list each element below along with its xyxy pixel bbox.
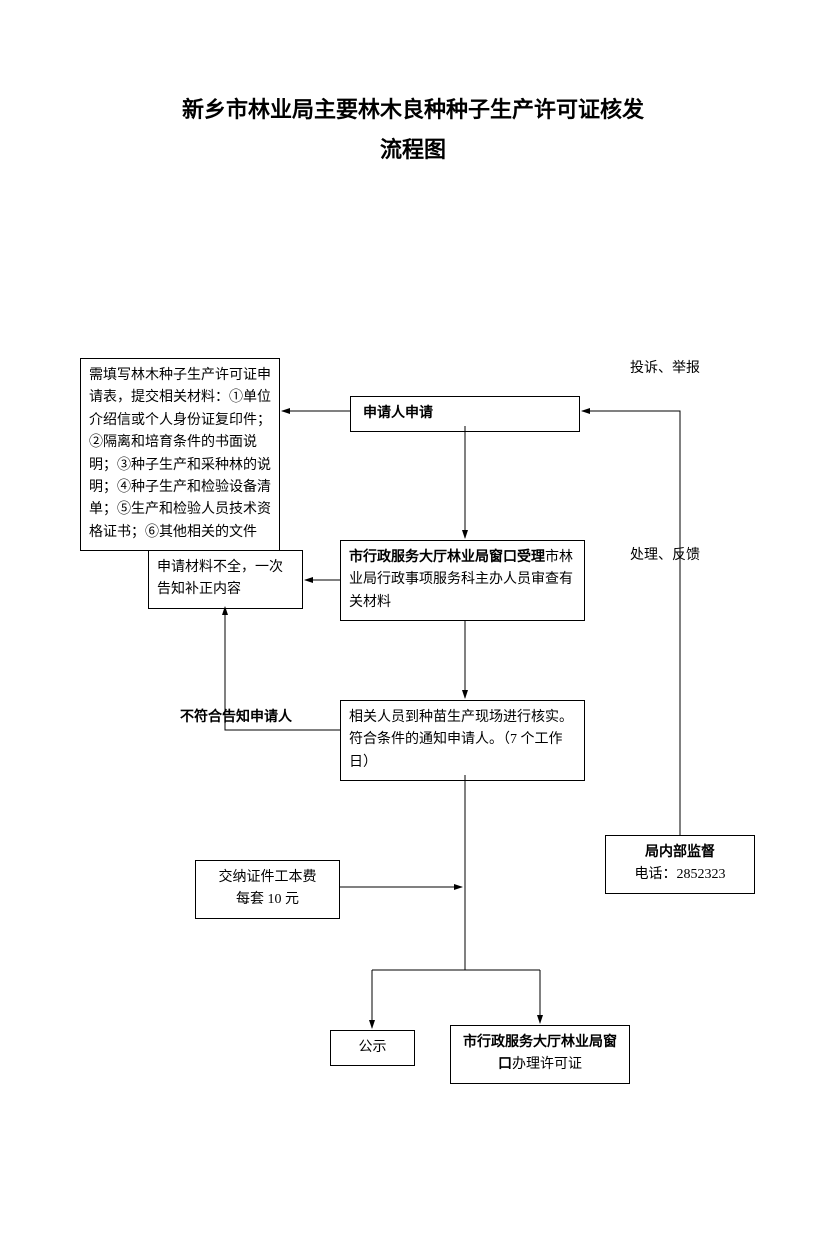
accept-bold: 市行政服务大厅林业局窗口受理	[349, 550, 545, 565]
box-apply: 申请人申请	[350, 396, 580, 432]
box-publish: 公示	[330, 1030, 415, 1066]
issue-rest: 办理许可证	[512, 1057, 582, 1072]
box-materials: 需填写林木种子生产许可证申请表，提交相关材料：①单位介绍信或个人身份证复印件；②…	[80, 358, 280, 551]
box-fee: 交纳证件工本费 每套 10 元	[195, 860, 340, 919]
label-notify: 不符合告知申请人	[180, 707, 292, 728]
fee-line1: 交纳证件工本费	[204, 867, 331, 889]
label-complaint: 投诉、举报	[630, 358, 700, 379]
supervise-phone: 电话：2852323	[614, 864, 746, 886]
box-accept: 市行政服务大厅林业局窗口受理市林业局行政事项服务科主办人员审查有关材料	[340, 540, 585, 621]
label-feedback: 处理、反馈	[630, 545, 700, 566]
box-issue: 市行政服务大厅林业局窗口办理许可证	[450, 1025, 630, 1084]
supervise-bold: 局内部监督	[614, 842, 746, 864]
title-line1: 新乡市林业局主要林木良种种子生产许可证核发	[0, 90, 826, 130]
apply-text: 申请人申请	[363, 406, 433, 421]
title-line2: 流程图	[0, 130, 826, 170]
box-incomplete: 申请材料不全，一次告知补正内容	[148, 550, 303, 609]
fee-line2: 每套 10 元	[204, 889, 331, 911]
box-verify: 相关人员到种苗生产现场进行核实。符合条件的通知申请人。（7 个工作日）	[340, 700, 585, 781]
flowchart-arrows	[0, 90, 826, 1259]
box-supervise: 局内部监督 电话：2852323	[605, 835, 755, 894]
